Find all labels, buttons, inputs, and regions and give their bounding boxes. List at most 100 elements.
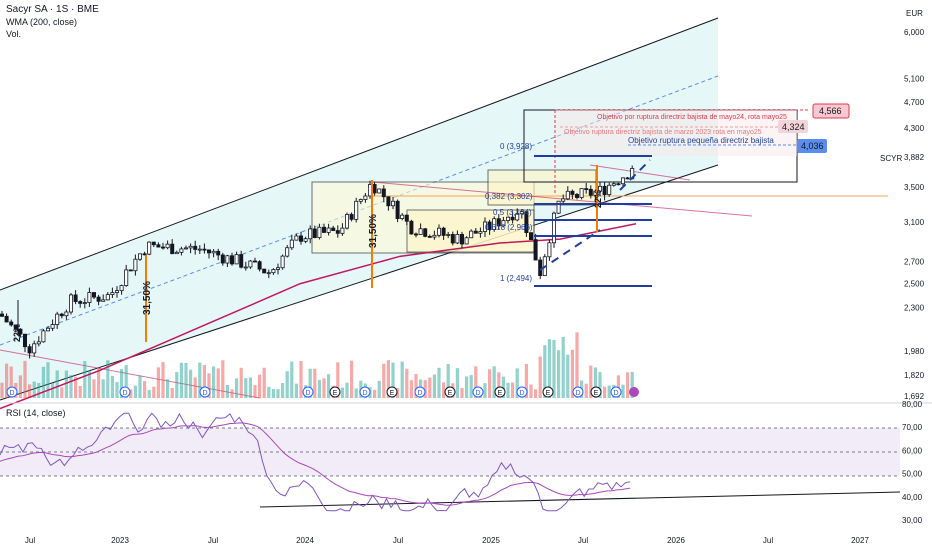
candle-body (602, 185, 607, 195)
volume-bar (267, 386, 271, 398)
candle-body (211, 250, 216, 254)
candle-body (404, 214, 409, 222)
candle-body (570, 190, 575, 195)
volume-bar (299, 361, 303, 398)
candle-body (505, 216, 510, 221)
price-tick: 1,980 (904, 347, 925, 356)
candle-body (344, 214, 349, 229)
volume-bar (396, 388, 400, 398)
volume-bar (207, 373, 211, 398)
volume-bar (317, 379, 321, 398)
event-marker-label: D (202, 390, 207, 397)
candle-body (496, 218, 501, 227)
candle-body (257, 261, 262, 270)
candle-body (377, 188, 382, 194)
rsi-tick: 40,00 (902, 493, 923, 502)
volume-bar (262, 367, 266, 398)
candle-body (96, 296, 101, 302)
event-marker-label: E (594, 390, 599, 397)
price-tick: 6,000 (904, 28, 925, 37)
volume-bar (198, 362, 202, 398)
volume-bar (414, 374, 418, 398)
volume-bar (543, 345, 547, 398)
fib-382-label: 0,382 (3,302) (485, 192, 533, 201)
volume-bar (386, 360, 390, 398)
rsi-axis[interactable]: 80,00 70,00 60,00 50,00 40,00 30,00 (902, 400, 923, 525)
candle-body (450, 234, 455, 244)
wma-legend: WMA (200, close) (6, 17, 78, 27)
candle-body (229, 255, 234, 265)
price-tick: 1,692 (904, 392, 925, 401)
event-marker-label: D (122, 390, 127, 397)
event-marker (572, 386, 584, 398)
candle-body (18, 328, 23, 335)
move-label-2: 31,50% (368, 214, 379, 248)
volume-bar (0, 382, 4, 398)
volume-bar (271, 389, 275, 398)
candle-body (220, 254, 225, 264)
time-axis[interactable]: Jul 2023 Jul 2024 Jul 2025 Jul 2026 Jul 2027 (25, 536, 870, 545)
fibonacci (534, 155, 652, 287)
volume-bar (552, 340, 556, 398)
volume-bar (51, 382, 55, 398)
candle-body (188, 245, 193, 249)
candle-body (492, 218, 497, 230)
price-tick: 2,300 (904, 304, 925, 313)
event-marker (6, 386, 18, 398)
volume-bar (9, 366, 13, 398)
candle-body (142, 253, 147, 256)
candle-body (110, 292, 115, 295)
candle-body (147, 241, 152, 255)
price-axis[interactable]: 6,000 5,100 4,700 4,300 3,882 3,500 3,100 2,700… (904, 28, 925, 401)
candle-body (381, 188, 386, 198)
candle-body (464, 237, 469, 245)
volume-bar (46, 362, 50, 398)
volume-bar (469, 375, 473, 398)
volume-bar (69, 375, 73, 398)
volume-bar (630, 371, 634, 398)
volume-bar (465, 376, 469, 398)
rsi-ma-polyline (0, 422, 631, 506)
candle-body (621, 177, 626, 185)
candle-body (349, 214, 354, 220)
volume-bar (313, 368, 317, 398)
time-tick: 2025 (482, 536, 500, 545)
volume-bar (547, 339, 551, 398)
event-marker (414, 386, 426, 398)
rsi-polyline (0, 412, 631, 512)
time-tick: 2023 (111, 536, 129, 545)
volume-bar (400, 361, 404, 398)
candle-body (183, 247, 188, 250)
candle-body (252, 260, 257, 263)
candle-body (565, 190, 570, 200)
volume-bar (474, 366, 478, 398)
volume-bar (97, 367, 101, 398)
event-marker-label: D (519, 390, 524, 397)
candle-body (275, 267, 280, 270)
rsi-tick: 60,00 (902, 446, 923, 455)
target-badge-1 (812, 103, 850, 119)
volume-bar (584, 383, 588, 398)
vol-legend: Vol. (6, 29, 22, 39)
volume-bar (170, 387, 174, 398)
price-tick: 1,820 (904, 371, 925, 380)
volume-bar (589, 365, 593, 398)
currency-label: EUR (906, 9, 923, 18)
volume-bar (28, 384, 32, 398)
price-tick: 3,882 (904, 153, 925, 162)
candle-body (119, 285, 124, 292)
time-tick: Jul (393, 536, 403, 545)
time-tick: 2027 (851, 536, 869, 545)
candle-body (13, 324, 18, 330)
volume-bar (455, 368, 459, 398)
volume-bar (124, 365, 128, 398)
candle-body (598, 185, 603, 192)
volume-bar (377, 380, 381, 398)
candle-body (519, 211, 524, 215)
fib-0-label: 0 (3,928) (500, 142, 532, 151)
volume-bar (290, 361, 294, 398)
volume-bar (230, 389, 234, 398)
volume-bar (120, 369, 124, 398)
